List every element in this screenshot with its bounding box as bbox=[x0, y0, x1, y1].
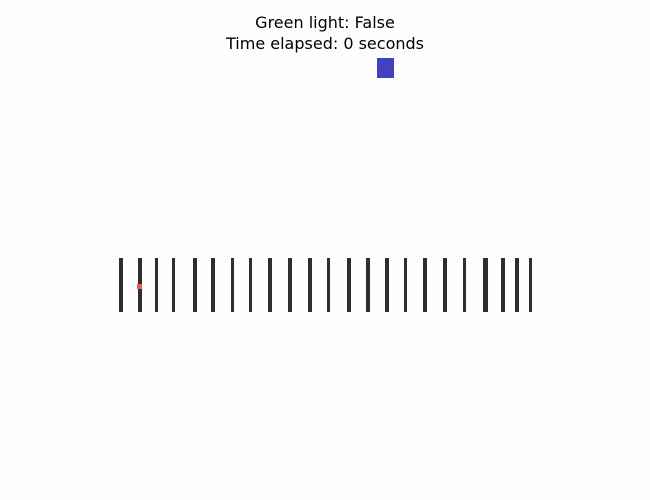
barrier-8 bbox=[249, 258, 252, 312]
green-light-status: Green light: False bbox=[255, 13, 395, 32]
barrier-4 bbox=[172, 258, 175, 312]
barrier-18 bbox=[443, 258, 447, 312]
barrier-1 bbox=[119, 258, 123, 312]
barrier-15 bbox=[385, 258, 389, 312]
barrier-10 bbox=[288, 258, 292, 312]
barrier-20 bbox=[483, 258, 488, 312]
time-elapsed-status: Time elapsed: 0 seconds bbox=[226, 34, 424, 53]
target-dot bbox=[137, 284, 142, 289]
barrier-23 bbox=[529, 258, 532, 312]
barrier-21 bbox=[501, 258, 505, 312]
barrier-6 bbox=[211, 258, 215, 312]
barrier-5 bbox=[193, 258, 197, 312]
barrier-14 bbox=[366, 258, 370, 312]
barrier-19 bbox=[463, 258, 466, 312]
barrier-11 bbox=[308, 258, 312, 312]
barrier-7 bbox=[231, 258, 234, 312]
barrier-9 bbox=[268, 258, 272, 312]
barrier-17 bbox=[423, 258, 427, 312]
barrier-13 bbox=[347, 258, 351, 312]
barrier-12 bbox=[327, 258, 330, 312]
barrier-3 bbox=[155, 258, 158, 312]
barrier-16 bbox=[404, 258, 407, 312]
status-hud: Green light: False Time elapsed: 0 secon… bbox=[0, 12, 650, 54]
player-block[interactable] bbox=[377, 58, 394, 78]
barrier-22 bbox=[515, 258, 519, 312]
